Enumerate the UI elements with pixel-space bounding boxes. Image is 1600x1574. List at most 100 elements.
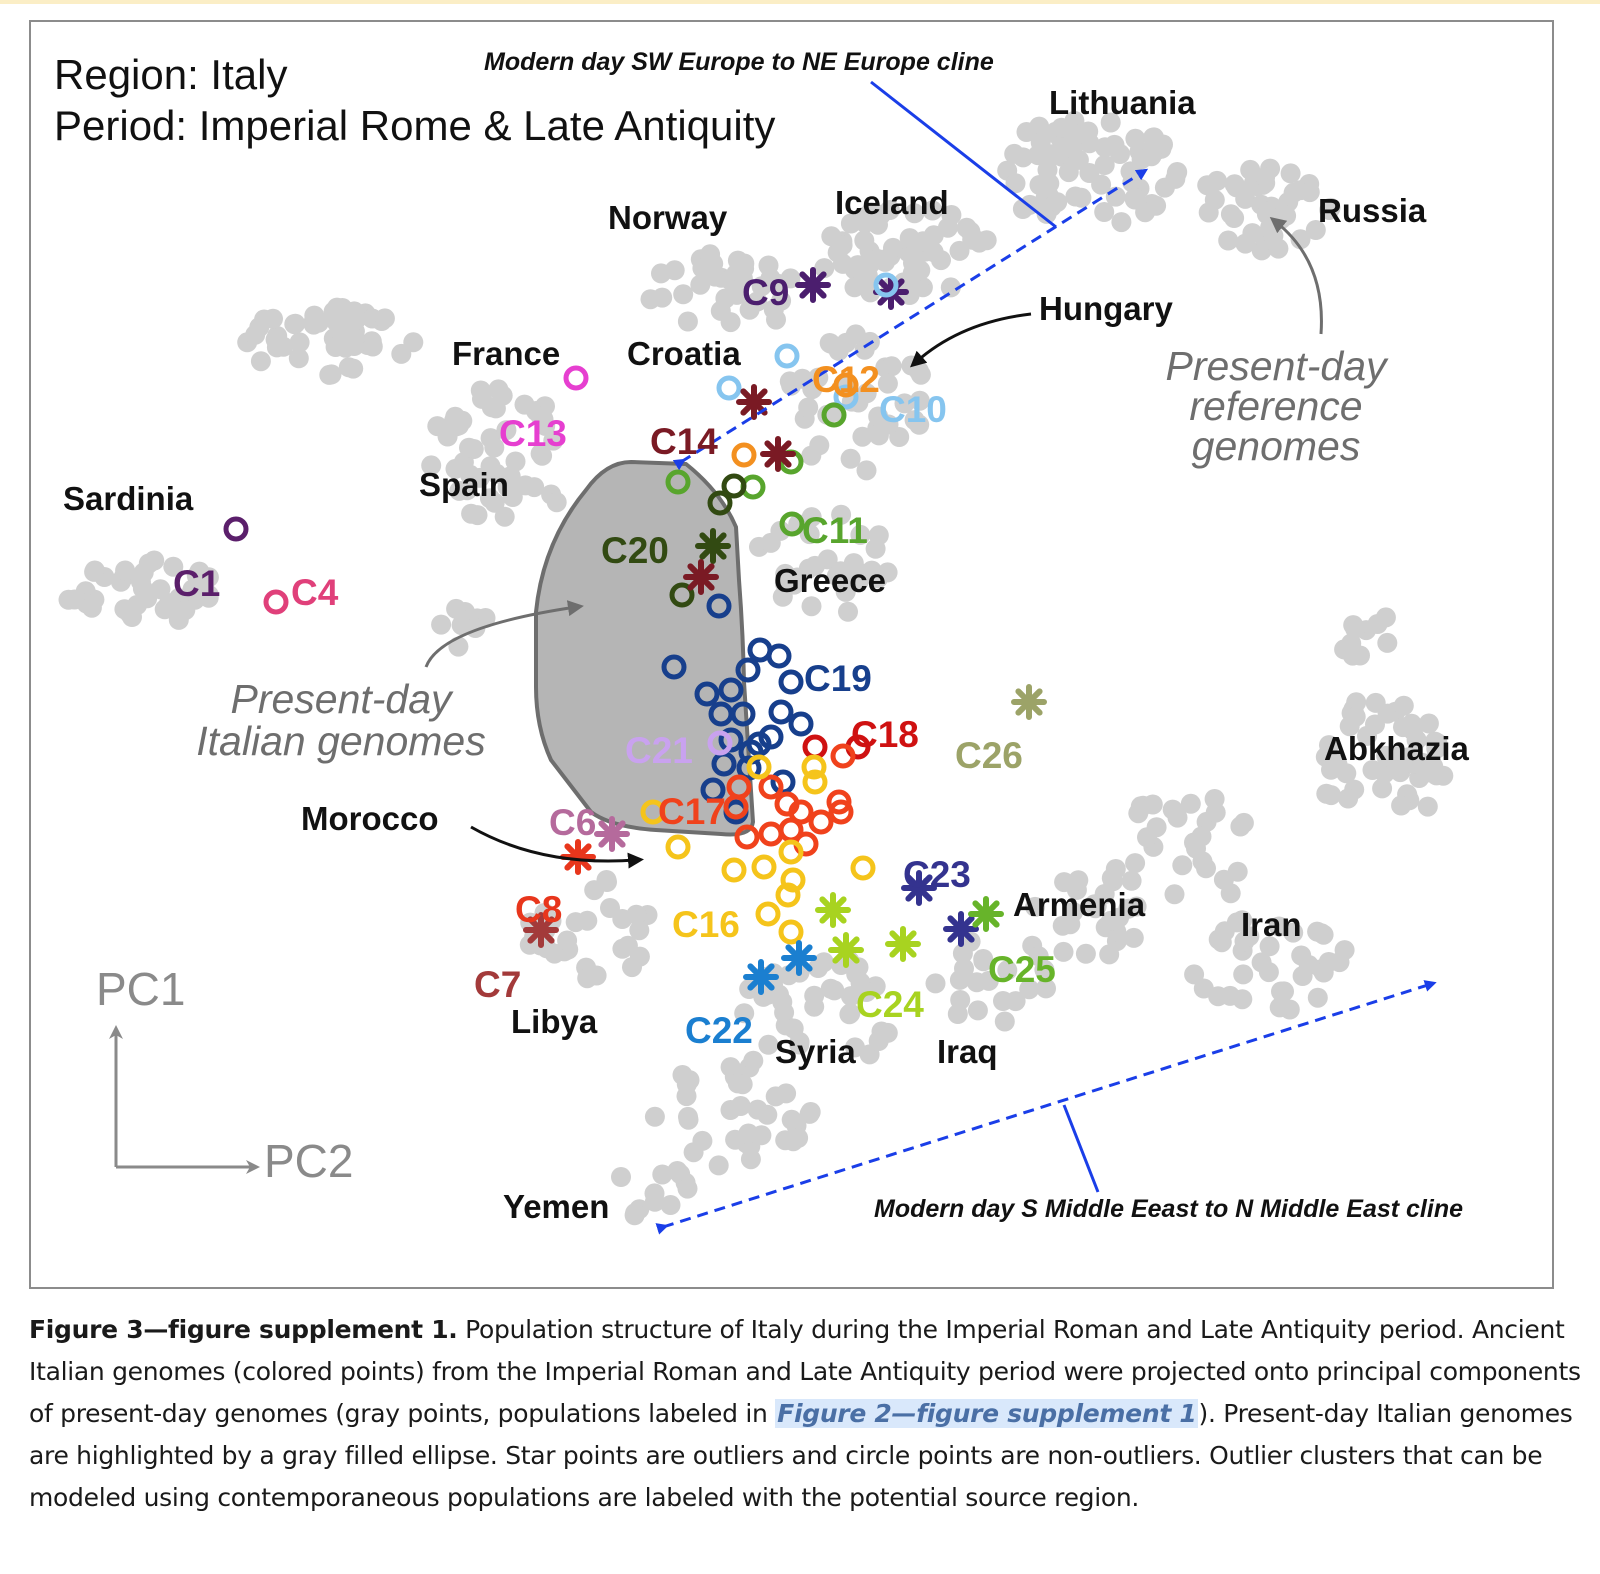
reference-point — [801, 445, 822, 466]
reference-point — [488, 379, 509, 400]
cline-south-label: Modern day S Middle Eeast to N Middle Ea… — [874, 1195, 1463, 1223]
reference-point — [1016, 122, 1037, 142]
reference-point — [1365, 714, 1385, 735]
reference-point — [625, 1203, 646, 1224]
reference-point — [1099, 944, 1120, 965]
reference-point — [1109, 907, 1130, 928]
reference-point — [813, 952, 834, 973]
reference-point — [1260, 217, 1281, 238]
reference-point — [532, 445, 553, 466]
cluster-point-c16 — [778, 919, 804, 945]
cluster-outlier-c24 — [815, 892, 851, 928]
reference-point — [910, 364, 931, 385]
reference-point — [644, 1106, 665, 1127]
cluster-point-c18 — [802, 734, 828, 760]
reference-point — [1232, 910, 1253, 931]
reference-point — [1372, 778, 1393, 799]
cluster-point-c19 — [788, 711, 814, 737]
cluster-outlier-c22 — [743, 959, 779, 995]
reference-point — [1123, 927, 1144, 948]
cluster-point-c13 — [563, 365, 589, 391]
reference-point — [640, 289, 661, 310]
reference-point — [1121, 870, 1142, 891]
reference-point — [923, 242, 944, 263]
cline-south-arrow — [655, 980, 1437, 1235]
reference-point — [1377, 632, 1398, 653]
reference-point — [775, 1130, 796, 1151]
reference-point — [973, 951, 994, 972]
cluster-outlier-c7 — [523, 912, 559, 948]
cluster-label-c7: C7 — [474, 964, 521, 1005]
cluster-point-c17 — [734, 824, 760, 850]
caption-title: Figure 3—figure supplement 1. — [29, 1315, 458, 1344]
cluster-label-c8: C8 — [515, 889, 562, 930]
population-label-croatia: Croatia — [627, 335, 741, 372]
cluster-labels: C1 C4 C6 C7 C8 C9 C10 C11 C12 C13 C14 C16 C17 C18 C19 C… — [173, 272, 1056, 1051]
cluster-point-c19 — [661, 654, 687, 680]
reference-point — [1403, 720, 1423, 741]
reference-point — [770, 520, 791, 541]
reference-point — [679, 1070, 700, 1091]
cluster-point-c17 — [788, 799, 814, 825]
reference-point — [1417, 796, 1438, 817]
reference-point — [692, 1130, 713, 1151]
reference-point — [1350, 645, 1370, 666]
cluster-label-c13: C13 — [499, 413, 567, 454]
reference-point — [1184, 964, 1205, 985]
cluster-point-c16 — [640, 799, 666, 825]
cluster-point-c19 — [730, 701, 756, 727]
reference-point — [115, 560, 136, 581]
cluster-point-c19 — [700, 777, 726, 803]
reference-point — [546, 492, 567, 513]
cluster-point-c19 — [694, 681, 720, 707]
cluster-outlier-c25 — [968, 896, 1004, 932]
reference-point — [325, 337, 346, 357]
reference-point — [1085, 898, 1106, 919]
reference-point — [1313, 924, 1334, 945]
caption-figure-link[interactable]: Figure 2—figure supplement 1 — [775, 1399, 1199, 1428]
reference-point — [678, 1106, 698, 1127]
reference-point — [250, 351, 271, 372]
reference-point — [738, 1123, 759, 1144]
cluster-point-c16 — [850, 855, 876, 881]
reference-point — [1058, 162, 1079, 183]
reference-point — [967, 1000, 988, 1021]
reference-point — [1233, 812, 1254, 833]
cluster-point-c17 — [758, 821, 784, 847]
population-label-norway: Norway — [608, 199, 728, 236]
reference-point — [543, 430, 564, 451]
reference-point — [1338, 788, 1359, 809]
cluster-point-c4 — [263, 589, 289, 615]
reference-point — [667, 1161, 688, 1181]
hungary-arrow — [910, 312, 1032, 368]
cluster-label-c14: C14 — [650, 421, 718, 462]
reference-point — [831, 504, 852, 525]
reference-point — [1346, 692, 1367, 713]
reference-point — [1240, 159, 1261, 180]
cluster-label-c19: C19 — [804, 658, 872, 699]
reference-point — [1058, 137, 1079, 158]
cluster-label-c22: C22 — [685, 1010, 753, 1051]
reference-point — [1142, 794, 1163, 815]
cluster-label-c25: C25 — [988, 949, 1056, 990]
reference-point — [781, 1109, 802, 1130]
cluster-point-c19 — [736, 755, 762, 781]
reference-point — [327, 297, 347, 318]
reference-point — [925, 973, 946, 994]
cluster-outlier-c14 — [760, 436, 796, 472]
reference-point — [856, 460, 877, 481]
reference-point — [824, 980, 845, 1001]
cluster-label-c16: C16 — [672, 904, 740, 945]
reference-point — [1316, 783, 1337, 804]
reference-point — [449, 480, 470, 501]
reference-label-line1: Present-day — [1165, 343, 1389, 389]
cline-north-label: Modern day SW Europe to NE Europe cline — [484, 48, 994, 76]
reference-point — [1146, 195, 1167, 216]
population-label-morocco: Morocco — [301, 800, 439, 837]
reference-point — [1205, 802, 1226, 823]
reference-point — [459, 437, 479, 458]
reference-point — [1125, 128, 1146, 149]
reference-point — [1320, 197, 1341, 218]
reference-point — [484, 492, 505, 513]
figure-caption: Figure 3—figure supplement 1. Population… — [29, 1309, 1589, 1519]
